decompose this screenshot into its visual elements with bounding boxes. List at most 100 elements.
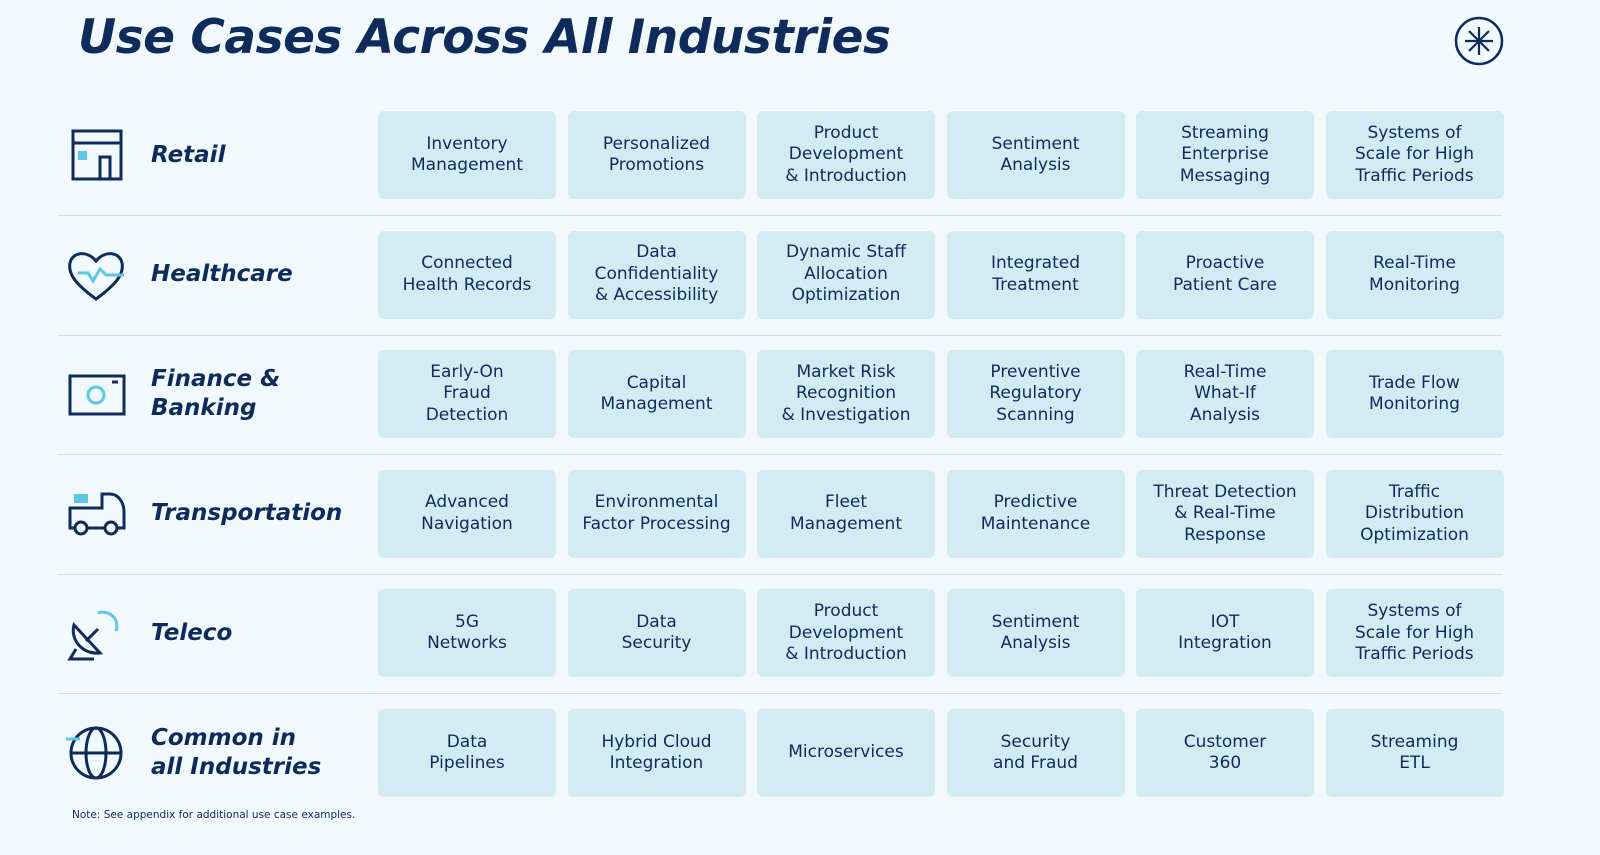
- note: Note: See appendix for additional use ca…: [72, 809, 356, 821]
- use-case-line: Microservices: [788, 742, 904, 763]
- retail-icon: [71, 129, 123, 181]
- use-case-line: Detection: [425, 404, 509, 425]
- use-case-card: Microservices: [757, 709, 935, 797]
- use-case-line: Traffic Periods: [1355, 644, 1474, 665]
- use-case-line: Promotions: [608, 155, 705, 175]
- use-case-line: Pipelines: [429, 753, 505, 773]
- use-case-line: Analysis: [1000, 155, 1071, 175]
- use-case-card: Proactive Patient Care: [1136, 230, 1314, 319]
- use-case-line: Personalized: [602, 133, 711, 154]
- use-case-card: Fleet Management: [757, 469, 935, 558]
- use-case-line: Response: [1184, 524, 1266, 545]
- use-case-line: Development: [788, 622, 904, 643]
- use-case-line: Connected: [421, 253, 513, 274]
- industry-label: Teleco: [151, 588, 232, 678]
- use-case-line: Real-Time: [1183, 361, 1267, 382]
- logo: [1454, 16, 1504, 66]
- use-case-line: Data: [446, 731, 488, 752]
- use-case-card: Capital Management: [567, 350, 746, 439]
- use-case-line: Development: [788, 144, 904, 165]
- use-case-line: Integration: [1178, 633, 1272, 654]
- industry-line: Healthcare: [151, 261, 293, 288]
- industry-line: Banking: [151, 395, 257, 422]
- use-case-line: Scale for High: [1355, 144, 1474, 165]
- use-case-line: Allocation: [804, 263, 888, 284]
- use-case-card: Personalized Promotions: [567, 111, 746, 199]
- use-case-line: Patient Care: [1173, 274, 1277, 295]
- use-case-line: Messaging: [1179, 165, 1271, 186]
- use-case-line: Preventive: [990, 361, 1081, 382]
- industry-label: Transportation: [151, 469, 342, 559]
- use-case-line: and Fraud: [993, 753, 1078, 773]
- use-case-card: Product Development & Introduction: [757, 111, 935, 199]
- row-separator: [58, 573, 1502, 575]
- use-case-card: Data Security: [567, 589, 746, 678]
- use-case-line: Streaming: [1370, 731, 1459, 752]
- use-case-line: Confidentiality: [594, 263, 719, 284]
- industry-label: Healthcare: [151, 230, 293, 320]
- finance-icon: [68, 374, 126, 416]
- use-case-card: Integrated Treatment: [946, 230, 1125, 319]
- use-case-line: & Investigation: [781, 404, 911, 425]
- use-case-line: 360: [1208, 753, 1242, 773]
- use-case-line: Capital: [626, 372, 687, 393]
- use-case-card: Streaming Enterprise Messaging: [1136, 111, 1314, 199]
- use-case-line: Hybrid Cloud: [601, 731, 712, 752]
- industry-line: Retail: [151, 141, 226, 168]
- row-separator: [58, 334, 1502, 336]
- use-case-line: Product: [813, 122, 879, 143]
- use-case-card: Sentiment Analysis: [946, 111, 1125, 199]
- use-case-line: Real-Time: [1373, 253, 1456, 274]
- industry-line: Transportation: [151, 500, 343, 527]
- use-case-line: Management: [600, 394, 713, 415]
- use-case-line: Regulatory: [989, 383, 1082, 404]
- use-case-card: Data Confidentiality & Accessibility: [567, 230, 746, 319]
- industry-label: Retail: [151, 110, 225, 200]
- use-case-line: Integrated: [990, 253, 1081, 274]
- use-case-line: 5G: [455, 611, 479, 632]
- use-case-line: & Introduction: [785, 165, 907, 186]
- healthcare-icon: [68, 252, 124, 301]
- use-case-card: Data Pipelines: [378, 709, 556, 797]
- use-case-line: Management: [411, 155, 523, 175]
- use-case-line: Networks: [427, 633, 507, 654]
- use-case-card: Real-Time Monitoring: [1325, 230, 1504, 319]
- use-case-line: IOT: [1210, 611, 1240, 632]
- use-case-card: Dynamic Staff Allocation Optimization: [757, 230, 935, 319]
- use-case-line: Optimization: [791, 285, 901, 306]
- use-case-card: IOT Integration: [1136, 589, 1314, 678]
- use-case-line: Market Risk: [796, 361, 896, 382]
- use-case-line: Integration: [609, 753, 704, 773]
- use-case-line: & Accessibility: [594, 285, 719, 306]
- use-case-line: Recognition: [795, 383, 897, 404]
- use-case-card: Inventory Management: [378, 111, 556, 199]
- use-case-card: Security and Fraud: [946, 709, 1125, 797]
- use-case-line: Maintenance: [980, 513, 1091, 534]
- use-case-line: Systems of: [1367, 601, 1462, 622]
- use-case-line: Data: [636, 611, 677, 632]
- use-case-card: Preventive Regulatory Scanning: [946, 350, 1125, 439]
- use-case-card: Advanced Navigation: [378, 469, 556, 558]
- use-case-line: ETL: [1399, 753, 1430, 773]
- use-case-card: Customer 360: [1136, 709, 1314, 797]
- use-case-line: Monitoring: [1369, 394, 1460, 415]
- use-case-line: Management: [790, 513, 902, 534]
- use-case-line: Security: [621, 633, 692, 654]
- industry-line: all Industries: [151, 754, 322, 780]
- use-case-card: Traffic Distribution Optimization: [1325, 469, 1504, 558]
- row-separator: [58, 215, 1502, 216]
- use-case-line: Predictive: [993, 492, 1078, 513]
- use-case-card: Environmental Factor Processing: [567, 469, 746, 558]
- use-case-card: Predictive Maintenance: [946, 469, 1125, 558]
- use-case-line: Sentiment: [991, 133, 1080, 154]
- globe-icon: [66, 726, 123, 780]
- use-case-card: Trade Flow Monitoring: [1325, 350, 1504, 439]
- use-case-card: Threat Detection & Real-Time Response: [1136, 469, 1314, 558]
- use-case-line: Enterprise: [1181, 144, 1269, 165]
- use-case-line: Navigation: [421, 513, 513, 534]
- use-case-line: Streaming: [1181, 122, 1269, 143]
- title: Use Cases Across All Industries: [78, 10, 891, 65]
- use-case-card: Systems of Scale for High Traffic Periods: [1325, 111, 1504, 199]
- use-case-line: Inventory: [426, 133, 508, 154]
- use-case-line: Data: [636, 242, 677, 263]
